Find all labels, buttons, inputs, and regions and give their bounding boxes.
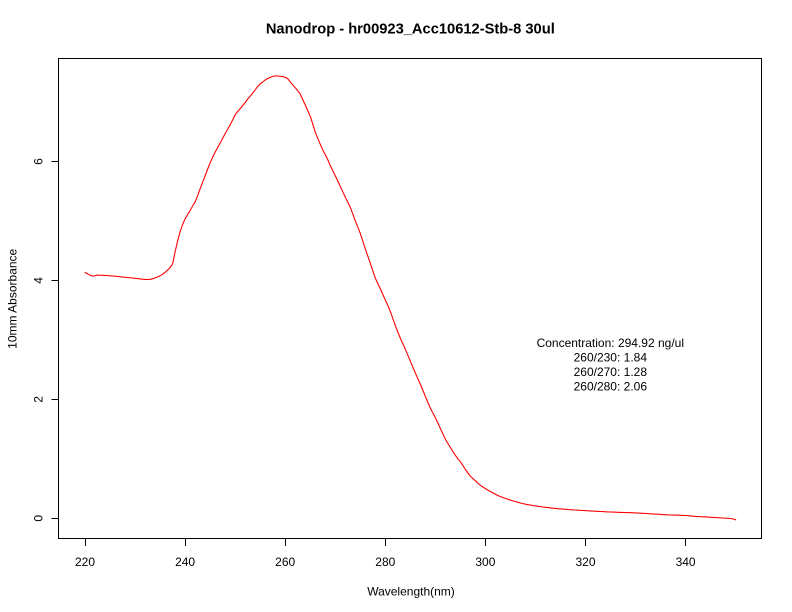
svg-text:280: 280 <box>375 555 395 569</box>
svg-text:0: 0 <box>32 515 46 522</box>
svg-text:260/280: 2.06: 260/280: 2.06 <box>574 379 648 393</box>
svg-text:220: 220 <box>75 555 95 569</box>
svg-text:2: 2 <box>32 396 46 403</box>
svg-text:300: 300 <box>475 555 495 569</box>
svg-text:260/270: 1.28: 260/270: 1.28 <box>574 365 648 379</box>
svg-text:260: 260 <box>275 555 295 569</box>
svg-text:Concentration: 294.92 ng/ul: Concentration: 294.92 ng/ul <box>537 336 684 350</box>
svg-text:260/230: 1.84: 260/230: 1.84 <box>574 351 648 365</box>
svg-text:Nanodrop - hr00923_Acc10612-St: Nanodrop - hr00923_Acc10612-Stb-8 30ul <box>266 22 555 38</box>
svg-text:240: 240 <box>175 555 195 569</box>
svg-text:320: 320 <box>575 555 595 569</box>
svg-text:340: 340 <box>676 555 696 569</box>
svg-text:6: 6 <box>32 158 46 165</box>
svg-text:10mm Absorbance: 10mm Absorbance <box>6 248 20 348</box>
svg-text:4: 4 <box>32 277 46 284</box>
svg-text:Wavelength(nm): Wavelength(nm) <box>367 585 455 599</box>
